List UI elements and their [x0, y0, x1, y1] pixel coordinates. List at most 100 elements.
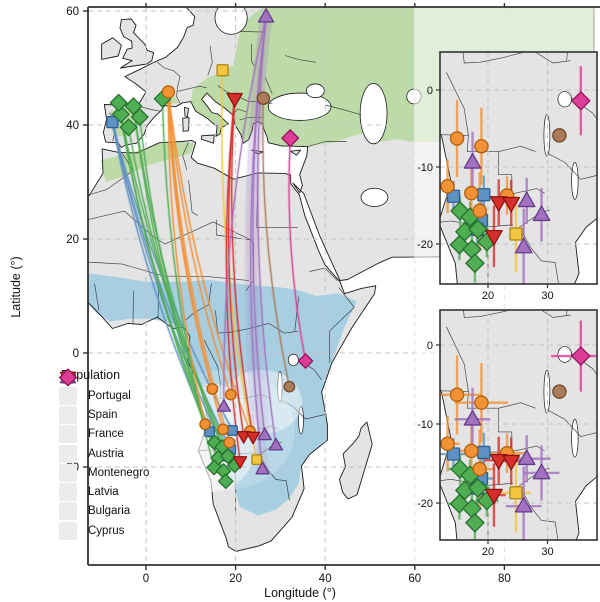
france-winter-marker: [199, 418, 212, 431]
inset-border: [439, 309, 598, 541]
spain-inset-marker: [468, 219, 488, 240]
portugal-winter-marker: [227, 425, 238, 436]
bulgaria-breeding-marker: [256, 91, 271, 105]
legend-rows: Portugal Spain France Austria Montenegro Latv…: [59, 368, 150, 540]
inset-border: [439, 51, 598, 285]
migration-line-bulgaria: [262, 98, 290, 387]
montenegro-inset-marker: [502, 454, 521, 471]
legend-label: Montenegro: [88, 466, 150, 479]
austria-inset-marker: [509, 486, 523, 500]
latvia-winter-marker: [257, 427, 272, 441]
spain-inset-marker: [468, 478, 488, 498]
spain-inset-marker: [465, 513, 485, 533]
latvia-inset-marker: [517, 191, 536, 208]
france-winter-marker: [224, 388, 237, 401]
inset-x-tick: 20: [482, 290, 494, 302]
legend-label: Cyprus: [88, 524, 125, 537]
x-tick-label: 60: [408, 573, 421, 585]
inset-y-tick: -20: [417, 239, 433, 251]
migration-line-france: [167, 91, 232, 395]
bulgaria-inset-marker: [552, 384, 567, 399]
y-tick-label: 20: [66, 234, 79, 246]
legend-item-latvia: Latvia: [59, 368, 149, 502]
france-inset-marker: [464, 443, 479, 459]
inset-map-bottom: [440, 310, 597, 540]
inset-y-tick: 0: [427, 85, 433, 97]
legend-label: Austria: [88, 447, 124, 460]
portugal-breeding-marker: [106, 116, 119, 129]
square-icon: [59, 371, 77, 463]
france-winter-marker: [217, 423, 229, 436]
circle-icon: [59, 370, 77, 444]
austria-breeding-marker: [216, 64, 229, 77]
x-tick-label: 80: [498, 573, 511, 585]
migration-line-portugal: [111, 122, 232, 450]
france-inset-marker: [440, 436, 455, 451]
montenegro-inset-marker: [485, 229, 503, 246]
latvia-inset-marker: [514, 237, 533, 254]
spain-winter-marker: [220, 448, 236, 464]
inset-x-tick: 30: [541, 290, 553, 302]
montenegro-inset-marker: [502, 196, 521, 213]
france-inset-marker: [449, 387, 465, 403]
latvia-winter-marker: [255, 461, 270, 475]
latvia-inset-marker: [463, 409, 482, 426]
montenegro-winter-marker: [232, 456, 248, 469]
legend-label: Spain: [88, 408, 118, 421]
spain-breeding-marker: [119, 118, 138, 137]
france-inset-marker: [464, 185, 479, 201]
austria-winter-marker: [251, 454, 263, 465]
france-breeding-marker: [161, 85, 176, 99]
bulgaria-winter-marker: [283, 380, 296, 393]
latvia-winter-marker: [268, 437, 284, 451]
x-tick-label: 0: [143, 573, 149, 585]
migration-line-france: [167, 91, 230, 443]
y-tick-label: 60: [66, 6, 79, 18]
migration-line-france: [167, 91, 251, 432]
migration-line-montenegro: [231, 98, 254, 437]
migration-line-portugal: [111, 122, 229, 457]
latvia-inset-marker: [463, 153, 482, 169]
spain-inset-marker: [465, 253, 485, 273]
inset-map-top: [440, 52, 597, 284]
x-axis-title: Longitude (°): [264, 586, 336, 600]
inset-x-tick: 30: [541, 546, 553, 558]
x-tick-label: 20: [229, 573, 242, 585]
spain-breeding-marker: [130, 108, 149, 126]
cyprus-winter-marker: [297, 353, 314, 369]
y-tick-label: 40: [66, 120, 79, 132]
spain-winter-marker: [217, 473, 234, 490]
latvia-winter-marker: [216, 399, 232, 412]
legend-item-spain: Spain: [59, 368, 149, 424]
france-winter-marker: [206, 383, 219, 395]
triangle-down-icon: [59, 371, 77, 482]
migration-line-montenegro: [225, 98, 241, 462]
portugal-inset-marker: [477, 445, 491, 460]
migration-line-cyprus: [288, 138, 307, 362]
spain-inset-marker: [449, 494, 470, 514]
square-icon: [59, 371, 77, 405]
legend: Population Portugal Spain France Austria Mon…: [59, 368, 149, 540]
france-inset-marker: [440, 178, 455, 194]
migration-line-france: [167, 91, 206, 425]
latvia-inset-marker: [532, 205, 551, 222]
legend-label: Bulgaria: [88, 505, 131, 518]
triangle-up-icon: [59, 368, 77, 502]
spain-breeding-marker: [109, 93, 128, 112]
legend-item-portugal: Portugal: [59, 371, 149, 405]
latvia-inset-marker: [532, 463, 551, 480]
portugal-inset-marker: [446, 447, 461, 461]
migration-line-latvia: [249, 16, 267, 470]
montenegro-inset-marker: [489, 453, 508, 470]
diamond-glyph: [59, 368, 77, 386]
migration-line-latvia: [223, 16, 267, 407]
legend-item-austria: Austria: [59, 371, 149, 463]
france-inset-marker: [474, 138, 489, 154]
inset-x-tick: 20: [482, 546, 494, 558]
x-tick-label: 40: [319, 573, 332, 585]
montenegro-breeding-marker: [226, 92, 243, 108]
inset-y-tick: -10: [417, 162, 433, 174]
latvia-breeding-marker: [257, 8, 275, 23]
